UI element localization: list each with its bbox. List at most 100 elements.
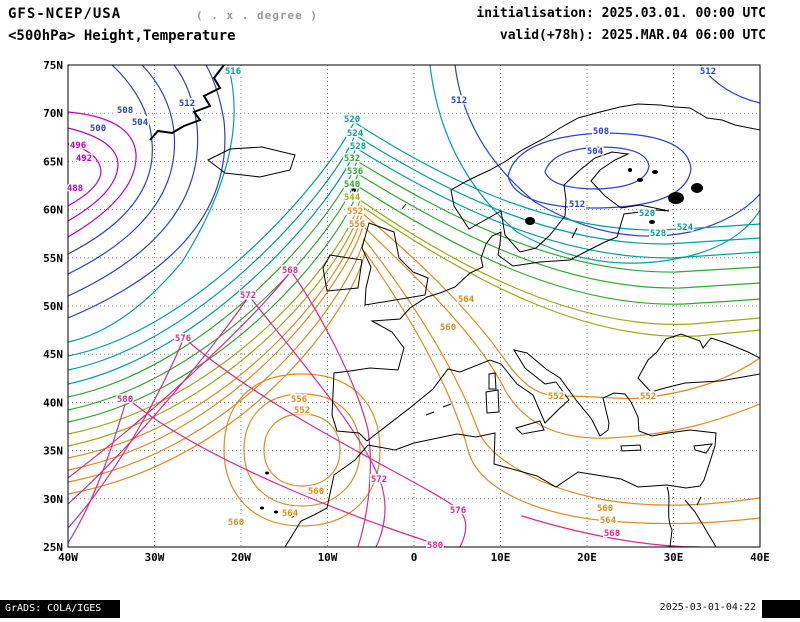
coast-greenland [149,65,225,141]
contour-540 [68,186,760,423]
contour-560 [68,237,760,506]
contour-label: 536 [347,167,363,177]
contour-528 [68,147,760,385]
contour-label: 504 [132,118,149,128]
contour-label: 572 [371,475,387,485]
contour-532 [68,160,760,398]
contour-labels: 488 492 496 500 504 508 512 516 512 512 508 504 512 5… [65,66,717,553]
lon-tick-label: 40W [58,551,78,564]
render-timestamp: 2025-03-01-04:22 [659,602,756,613]
coast-sardinia [485,389,500,414]
lon-tick-label: 30W [145,551,165,564]
contour-label: 512 [569,200,585,210]
contour-label: 524 [347,129,364,139]
contour-556-cutoff [243,393,361,507]
lat-tick-label: 45N [43,348,63,361]
lon-tick-label: 20W [231,551,251,564]
grads-credit: GrADS: COLA/IGES [0,600,120,618]
contour-label: 576 [450,506,466,516]
contour-544 [68,199,760,435]
contour-label: 556 [349,220,365,230]
contour-label: 552 [347,207,363,217]
contour-572 [68,294,386,547]
contour-label: 576 [175,334,191,344]
contour-552 [68,211,760,459]
valid-time-label: valid(+78h): 2025.MAR.04 06:00 UTC [499,28,766,43]
coast-shetland [401,203,407,210]
contour-label: 500 [90,124,106,134]
lat-tick-label: 25N [43,541,63,554]
coast-blacksea-south [650,373,760,393]
contour-label: 564 [458,295,475,305]
lon-tick-label: 40E [750,551,770,564]
contour-label: 540 [344,180,360,190]
contour-548 [68,205,760,447]
contour-label: 560 [440,323,456,333]
coast-gotland [571,227,578,239]
contour-576 [68,337,467,547]
contour-496 [68,111,137,238]
coast-ireland [322,254,363,292]
contour-label: 492 [76,154,92,164]
lat-tick-label: 70N [43,107,63,120]
resolution-note: ( . x . degree ) [196,9,318,22]
contour-label: 580 [117,395,133,405]
lat-tick-label: 40N [43,396,63,409]
coast-corsica [488,372,497,390]
contour-508 [68,65,199,297]
contour-label: 564 [600,516,617,526]
lat-tick-label: 65N [43,155,63,168]
lat-tick-label: 75N [43,59,63,72]
contour-516-nw [68,65,235,343]
lat-tick-label: 55N [43,252,63,265]
contour-label: 560 [597,504,613,514]
contour-520 [68,121,760,357]
contour-label: 552 [640,392,656,402]
coast-iceland [207,146,296,178]
lon-tick-label: 20E [577,551,597,564]
contour-label: 568 [604,529,620,539]
coast-europe-main [331,103,760,442]
lon-axis-labels: 40W 30W 20W 10W 0 10E 20E 30E 40E [58,551,770,564]
contour-label: 528 [650,229,666,239]
contour-564 [68,250,760,525]
contour-504 [68,65,176,275]
contour-label: 544 [344,193,361,203]
lat-tick-label: 50N [43,300,63,313]
contour-label: 512 [451,96,467,106]
contour-label: 556 [291,395,307,405]
contour-label: 552 [294,406,310,416]
lon-tick-label: 30E [664,551,684,564]
coast-britain [361,222,429,306]
contour-504-scand [544,146,650,190]
contour-536 [68,173,760,411]
contour-label: 524 [677,223,694,233]
contour-label: 532 [344,154,360,164]
coast-mediterranean [366,349,717,489]
lat-axis-labels: 75N 70N 65N 60N 55N 50N 45N 40N 35N 30N 25N [43,59,63,554]
contour-524 [68,134,760,371]
lon-tick-label: 10W [318,551,338,564]
header: GFS-NCEP/USA ( . x . degree ) initialisa… [0,0,800,62]
contour-label: 516 [225,67,241,77]
contour-label: 504 [587,147,604,157]
lon-tick-label: 10E [491,551,511,564]
contour-512-scand [454,65,760,237]
contour-516-ne [429,65,760,264]
coast-crete [620,444,642,452]
lon-tick-label: 0 [411,551,418,564]
contour-label: 488 [67,184,83,194]
coast-redsea-nile [666,486,717,547]
contour-512-nw [68,65,226,319]
contour-label: 528 [350,142,366,152]
lat-tick-label: 35N [43,445,63,458]
coast-morocco-atlantic [284,444,369,547]
coast-sicily [515,420,545,435]
height-contours [68,65,760,547]
contour-488 [68,143,102,207]
lat-tick-label: 30N [43,493,63,506]
contour-508-scand [507,132,692,209]
model-title: GFS-NCEP/USA [8,6,122,22]
